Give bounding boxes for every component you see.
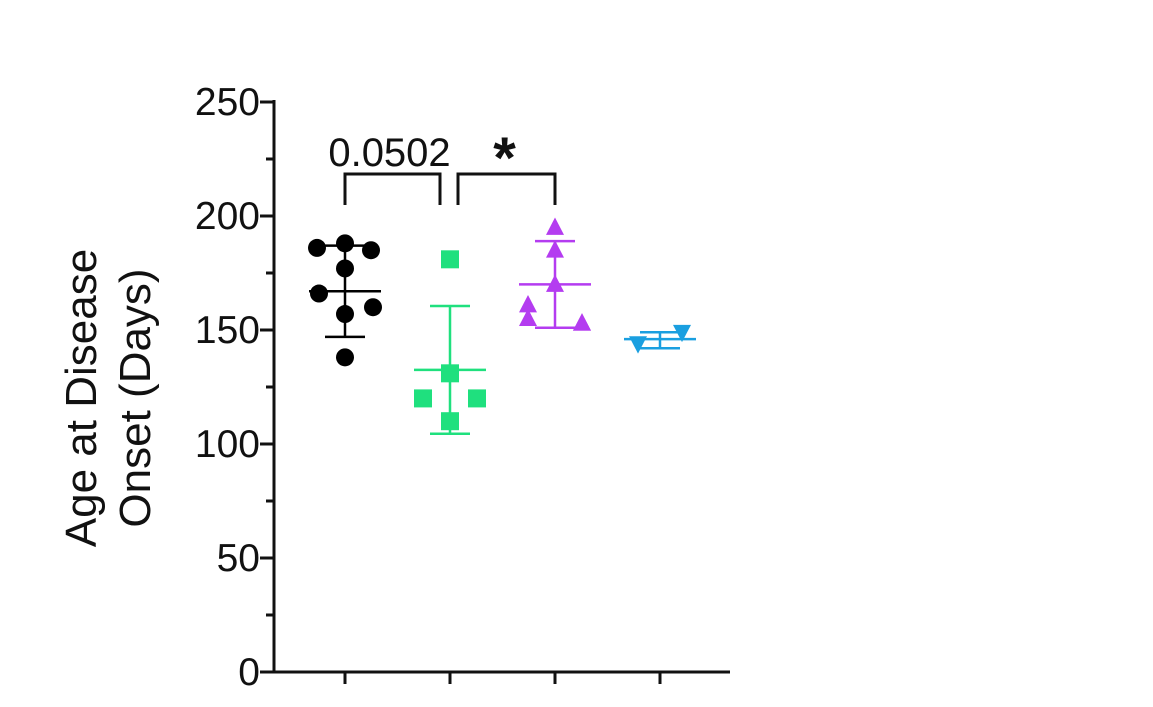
data-point xyxy=(414,389,432,408)
data-point xyxy=(573,313,591,331)
y-tick-label: 50 xyxy=(217,537,260,580)
group-1 xyxy=(308,234,382,367)
data-point xyxy=(441,250,459,269)
data-point xyxy=(308,238,326,257)
bracket-line xyxy=(456,172,557,205)
significance-bracket: * xyxy=(456,126,557,205)
data-point xyxy=(336,305,354,324)
group-4 xyxy=(624,324,696,354)
y-tick-label: 200 xyxy=(195,195,260,238)
data-point xyxy=(546,240,564,258)
data-point xyxy=(673,324,691,343)
data-point xyxy=(310,284,328,303)
data-point xyxy=(629,336,647,354)
data-point xyxy=(362,241,380,260)
y-tick-label: 100 xyxy=(195,423,260,466)
data-point xyxy=(364,298,382,317)
significance-annotations: 0.0502 * xyxy=(328,126,557,205)
significance-label: 0.0502 xyxy=(328,131,450,175)
y-axis-label-line: Onset (Days) xyxy=(111,268,160,527)
y-tick-label: 150 xyxy=(195,309,260,352)
bracket-line xyxy=(343,172,442,205)
group-2 xyxy=(414,250,486,435)
axes: 0 50 100 150 200 250 xyxy=(195,81,730,694)
data-point xyxy=(441,412,459,431)
group-3 xyxy=(519,217,591,331)
data-point xyxy=(519,295,537,313)
y-axis-label: Age at Disease Onset (Days) xyxy=(57,249,160,547)
y-axis-label-line: Age at Disease xyxy=(57,249,106,547)
data-point xyxy=(336,348,354,367)
y-tick-label: 0 xyxy=(238,651,260,694)
data-point xyxy=(519,308,537,327)
data-point xyxy=(336,234,354,253)
plot-area xyxy=(308,217,696,435)
significance-bracket: 0.0502 xyxy=(328,131,451,205)
data-point xyxy=(441,364,459,383)
significance-label: * xyxy=(493,126,516,191)
y-tick-label: 250 xyxy=(195,81,260,124)
data-point xyxy=(468,389,486,408)
data-point xyxy=(546,217,564,235)
data-point xyxy=(336,259,354,278)
